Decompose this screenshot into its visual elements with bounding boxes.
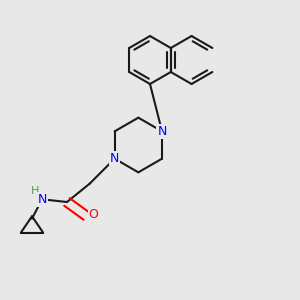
Text: N: N <box>110 152 119 165</box>
Text: H: H <box>31 186 39 196</box>
Text: O: O <box>89 208 99 221</box>
Text: N: N <box>157 125 167 138</box>
Text: N: N <box>37 193 47 206</box>
